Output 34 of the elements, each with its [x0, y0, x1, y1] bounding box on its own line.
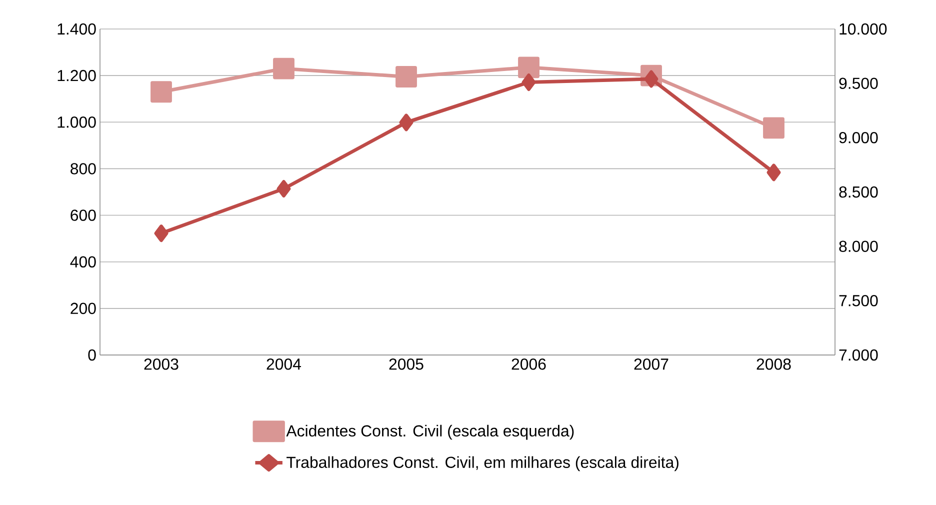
- point: [154, 224, 168, 242]
- y-tick-label: 1.000: [58, 116, 96, 128]
- x-tick-label: 2006: [512, 358, 546, 370]
- point: [644, 70, 658, 88]
- point: [150, 81, 172, 103]
- y-tick-label: 0: [88, 349, 96, 361]
- point: [396, 66, 417, 88]
- point: [763, 117, 784, 139]
- y2-tick-label: 7.500: [839, 295, 878, 306]
- point: [766, 164, 781, 182]
- point: [522, 74, 536, 91]
- legend-label: Trabalhadores Const. Civil, em milhares (escala direita): [286, 456, 678, 472]
- y2-tick-label: 9.000: [839, 132, 878, 144]
- y-tick-label: 600: [70, 210, 96, 221]
- x-tick-label: 2003: [144, 358, 178, 370]
- y-tick-label: 200: [70, 302, 96, 314]
- y2-tick-label: 10.000: [840, 23, 887, 35]
- x-tick-label: 2005: [389, 358, 424, 370]
- x-tick-label: 2004: [266, 358, 301, 370]
- x-tick-label: 2007: [634, 358, 668, 370]
- y2-tick-label: 8.000: [839, 240, 878, 252]
- y2-tick-label: 9.500: [839, 78, 878, 89]
- y-tick-label: 1.400: [58, 23, 96, 35]
- point: [273, 58, 294, 80]
- legend-label: Acidentes Const. Civil (escala esquerda): [286, 424, 574, 440]
- y2-tick-label: 7.000: [839, 349, 878, 361]
- y-tick-label: 400: [70, 256, 96, 268]
- x-tick-label: 2008: [756, 358, 791, 370]
- y2-tick-label: 8.500: [839, 186, 878, 198]
- point: [399, 114, 414, 132]
- point: [518, 56, 540, 78]
- y-tick-label: 800: [70, 163, 96, 174]
- y-tick-label: 1.200: [58, 70, 96, 82]
- point: [276, 180, 291, 198]
